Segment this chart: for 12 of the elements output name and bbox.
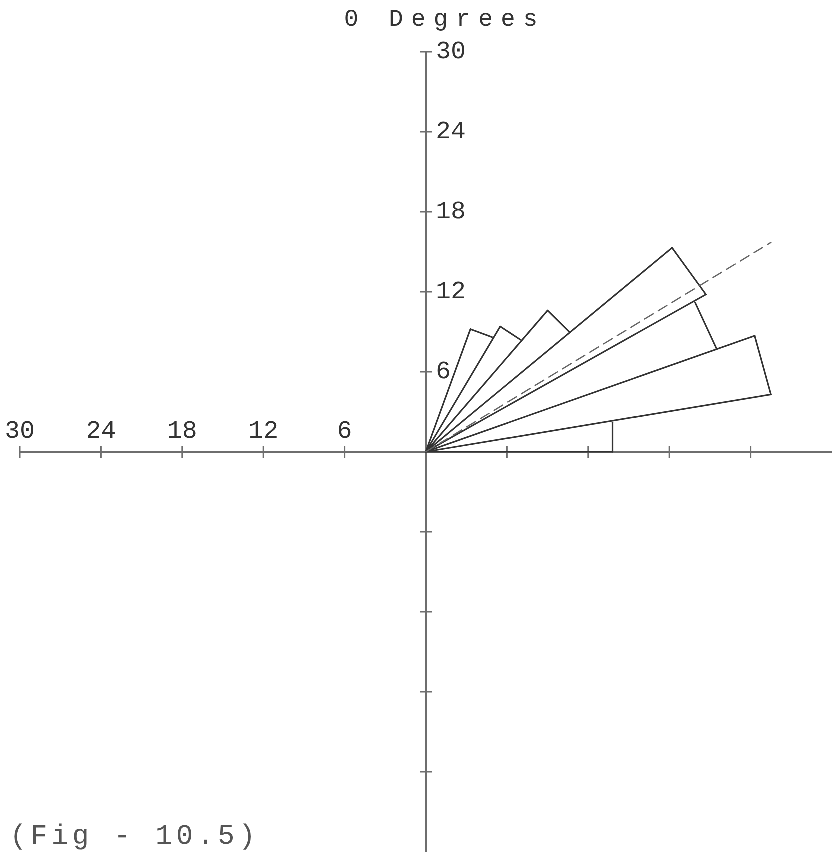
y-tick-label: 30 [436, 38, 466, 66]
annotation: (Fig - 10.5) [10, 822, 260, 853]
y-tick-label: 6 [436, 358, 452, 386]
y-tick-label: 24 [436, 118, 466, 146]
y-tick-label: 12 [436, 278, 466, 306]
y-tick-label: 18 [436, 198, 466, 226]
y-axis-title: 0 Degrees [344, 7, 546, 34]
x-tick-label: 12 [248, 417, 279, 446]
x-tick-label: 18 [167, 417, 198, 446]
x-tick-label: 24 [86, 417, 116, 446]
x-tick-label: 6 [337, 417, 352, 446]
x-tick-label: 30 [4, 417, 36, 446]
